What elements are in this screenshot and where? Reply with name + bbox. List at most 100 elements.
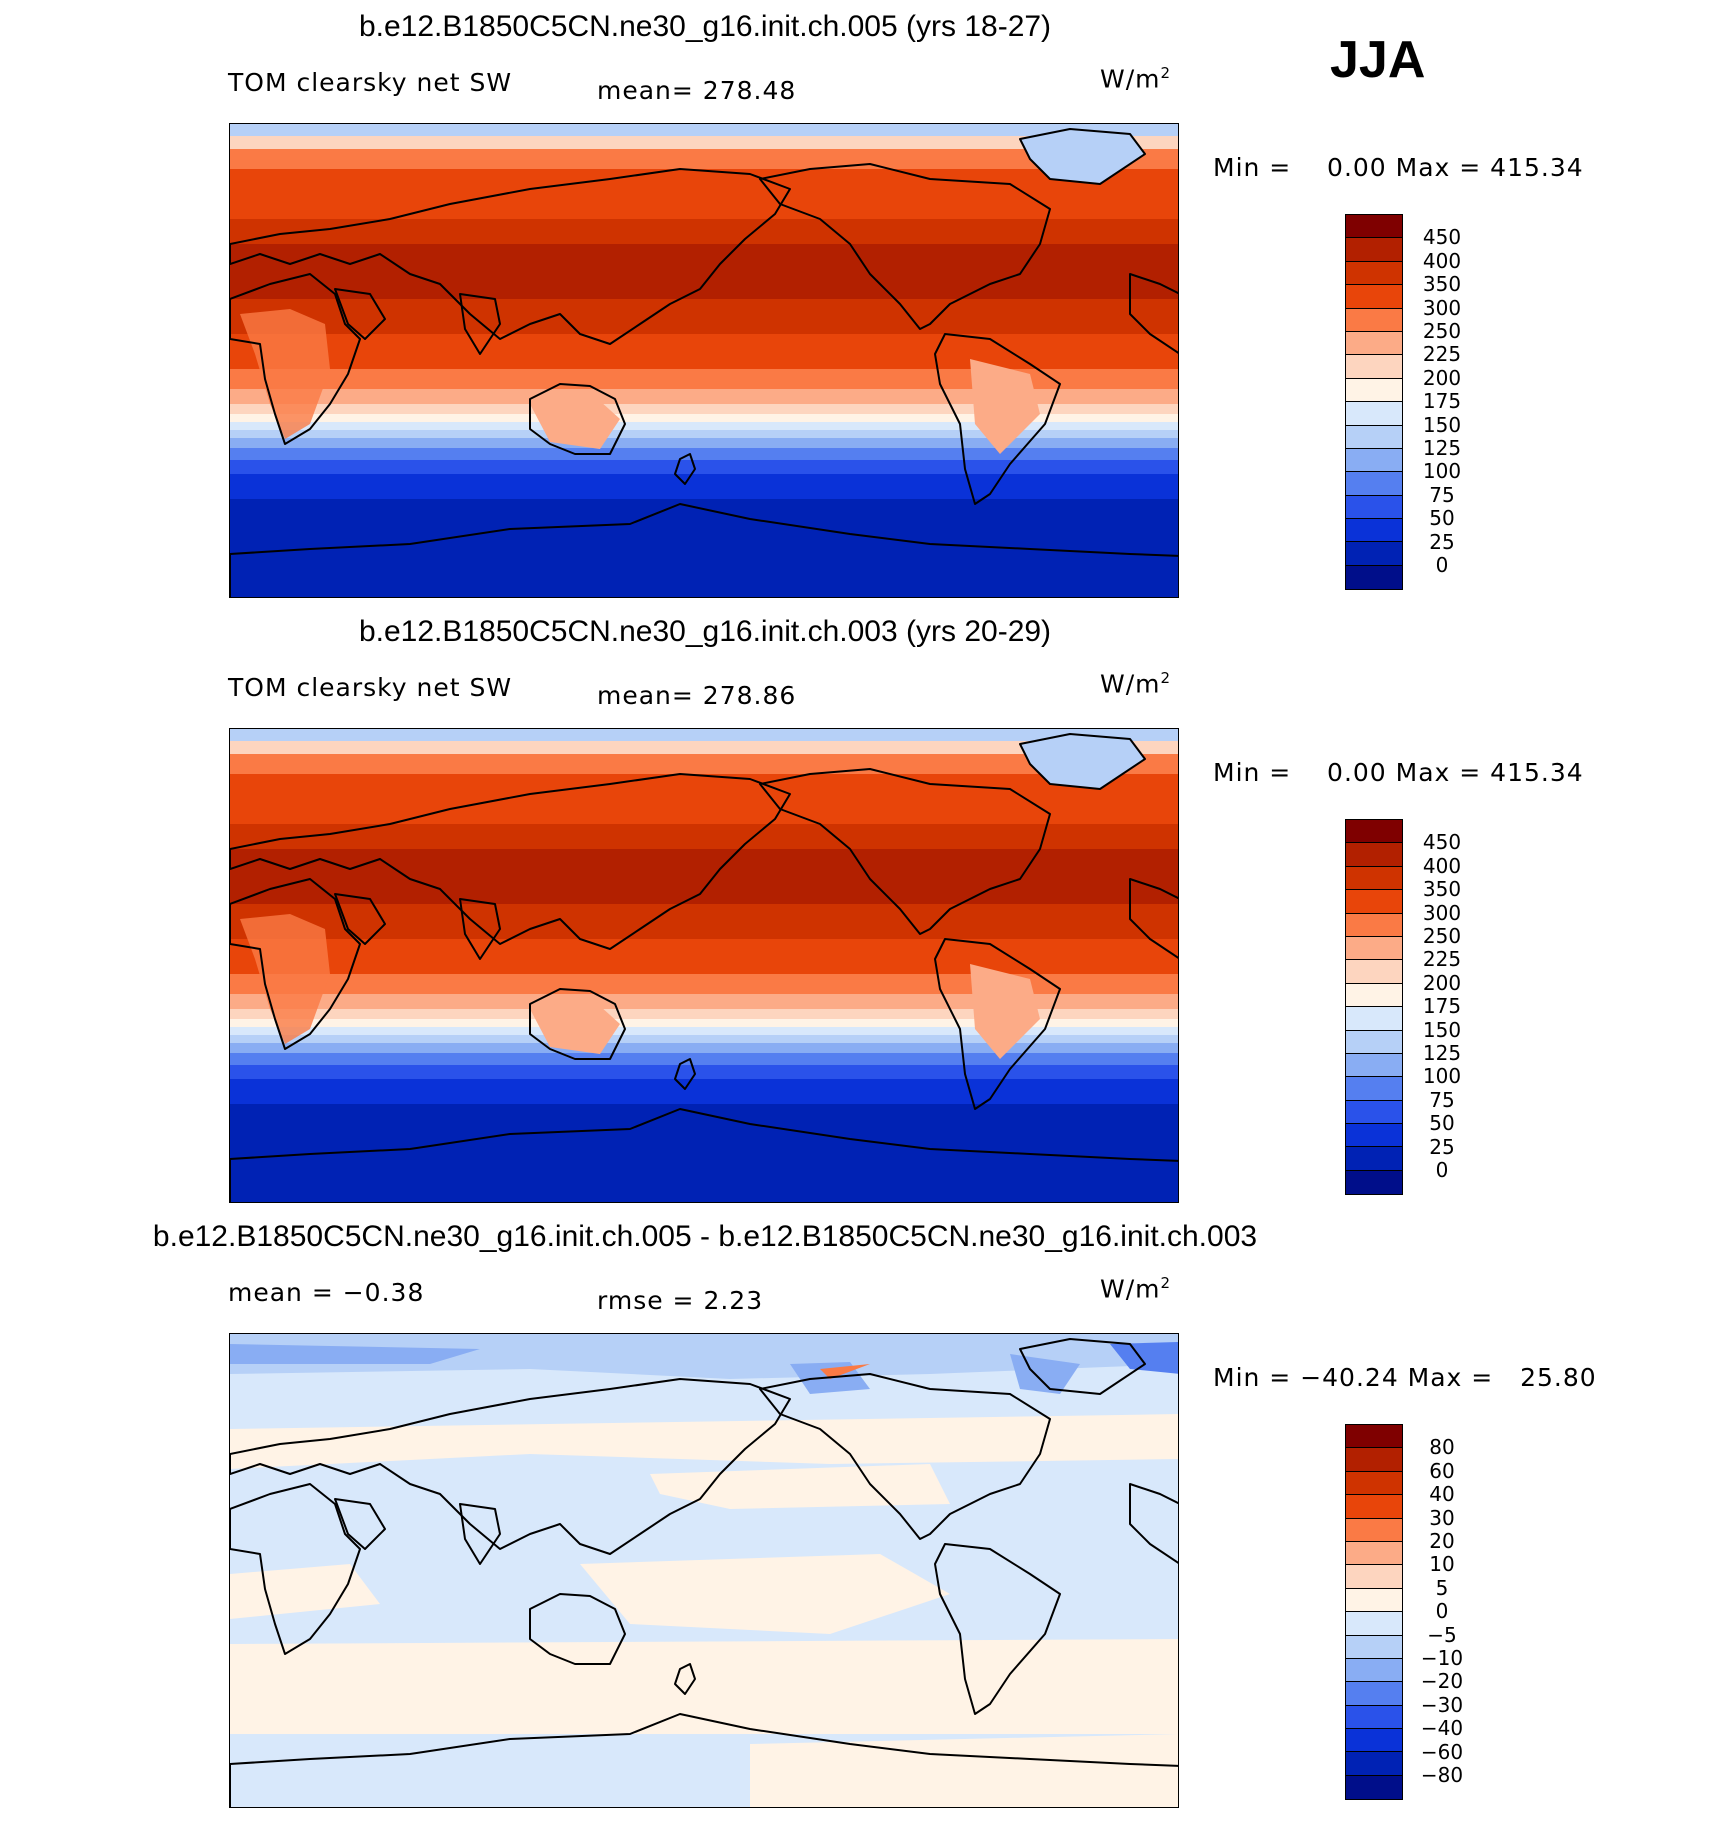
season-label: JJA bbox=[1330, 31, 1426, 89]
colorbar-tick-label: −10 bbox=[1420, 1646, 1464, 1670]
units-label: W/m2 bbox=[1100, 64, 1172, 94]
colorbar-swatch bbox=[1346, 285, 1402, 309]
colorbar-tick-label: 350 bbox=[1422, 272, 1462, 297]
colorbar-swatch bbox=[1346, 1729, 1402, 1753]
panel-title: b.e12.B1850C5CN.ne30_g16.init.ch.005 (yr… bbox=[358, 10, 1052, 43]
colorbar-tick-label: 150 bbox=[1422, 1017, 1462, 1042]
map-panel-difference: b.e12.B1850C5CN.ne30_g16.init.ch.005 - b… bbox=[0, 1210, 1710, 1814]
colorbar-tick-label: 175 bbox=[1422, 389, 1462, 414]
colorbar-tick-label: −80 bbox=[1420, 1763, 1464, 1787]
colorbar-swatch bbox=[1346, 1682, 1402, 1706]
colorbar-swatch bbox=[1346, 960, 1402, 984]
colorbar-tick-label: 100 bbox=[1422, 1064, 1462, 1089]
colorbar-tick-label: 50 bbox=[1429, 506, 1455, 531]
colorbar-tick-label: 400 bbox=[1422, 248, 1462, 273]
colorbar-tick-label: 80 bbox=[1429, 1435, 1455, 1460]
mean-label: mean= 278.48 bbox=[597, 76, 797, 105]
colorbar-swatch bbox=[1346, 1030, 1402, 1054]
colorbar-swatch bbox=[1346, 1612, 1402, 1636]
colorbar-tick-label: 300 bbox=[1422, 295, 1462, 320]
colorbar-tick-label: 0 bbox=[1435, 1158, 1449, 1182]
colorbar-swatch bbox=[1346, 402, 1402, 426]
colorbar-tick-label: 150 bbox=[1422, 412, 1462, 437]
world-map bbox=[229, 1333, 1179, 1808]
colorbar-tick-label: 200 bbox=[1422, 365, 1462, 390]
colorbar-tick-label: 0 bbox=[1435, 1599, 1449, 1624]
colorbar-swatch bbox=[1346, 519, 1402, 543]
world-map bbox=[229, 123, 1179, 598]
colorbar-tick-label: 175 bbox=[1422, 994, 1462, 1019]
colorbar-swatch bbox=[1346, 331, 1402, 356]
colorbar-swatch bbox=[1346, 1007, 1402, 1031]
colorbar-tick-label: −20 bbox=[1420, 1669, 1464, 1694]
variable-label: TOM clearsky net SW bbox=[228, 673, 513, 702]
colorbar-tick-label: −40 bbox=[1420, 1716, 1464, 1741]
colorbar-swatch bbox=[1346, 1775, 1402, 1800]
colorbar-swatch bbox=[1346, 1705, 1402, 1730]
colorbar-swatch bbox=[1346, 1658, 1402, 1683]
colorbar-tick-label: 5 bbox=[1435, 1575, 1449, 1600]
colorbar-tick-label: 25 bbox=[1429, 529, 1455, 554]
mean-label: mean = −0.38 bbox=[228, 1278, 425, 1307]
colorbar-tick-label: 10 bbox=[1429, 1552, 1455, 1577]
colorbar-tick-label: 300 bbox=[1422, 900, 1462, 925]
colorbar-tick-label: 40 bbox=[1429, 1482, 1455, 1507]
colorbar-swatch bbox=[1346, 355, 1402, 379]
colorbar-swatch bbox=[1346, 1518, 1402, 1542]
colorbar-tick-label: 125 bbox=[1422, 1041, 1462, 1065]
colorbar-swatch bbox=[1346, 1471, 1402, 1496]
colorbar-swatch bbox=[1346, 495, 1402, 520]
colorbar-swatch bbox=[1346, 448, 1402, 473]
colorbar-swatch bbox=[1346, 1124, 1402, 1148]
units-label: W/m2 bbox=[1100, 669, 1172, 699]
min-max-label: Min = 0.00 Max = 415.34 bbox=[1213, 758, 1584, 787]
colorbar-tick-label: 250 bbox=[1422, 924, 1462, 948]
colorbar-tick-label: 25 bbox=[1429, 1134, 1455, 1159]
colorbar bbox=[1345, 819, 1403, 1196]
colorbar-tick-label: 75 bbox=[1429, 1087, 1455, 1112]
rmse-label: rmse = 2.23 bbox=[597, 1286, 764, 1315]
variable-label: TOM clearsky net SW bbox=[228, 68, 513, 97]
colorbar-swatch bbox=[1346, 1565, 1402, 1589]
colorbar-swatch bbox=[1346, 215, 1402, 239]
colorbar-swatch bbox=[1346, 1752, 1402, 1776]
colorbar-swatch bbox=[1346, 1425, 1402, 1449]
colorbar-swatch bbox=[1346, 261, 1402, 286]
colorbar-tick-label: 225 bbox=[1422, 947, 1462, 972]
colorbar-tick-label: 450 bbox=[1422, 830, 1462, 855]
colorbar-swatch bbox=[1346, 890, 1402, 914]
colorbar-swatch bbox=[1346, 1495, 1402, 1519]
colorbar bbox=[1345, 214, 1403, 591]
map-panel-1: b.e12.B1850C5CN.ne30_g16.init.ch.005 (yr… bbox=[0, 0, 1710, 604]
colorbar-tick-label: 225 bbox=[1422, 342, 1462, 367]
colorbar-swatch bbox=[1346, 820, 1402, 844]
map-panel-2: b.e12.B1850C5CN.ne30_g16.init.ch.003 (yr… bbox=[0, 605, 1710, 1209]
colorbar-tick-label: 100 bbox=[1422, 459, 1462, 484]
colorbar-swatch bbox=[1346, 542, 1402, 566]
colorbar-swatch bbox=[1346, 308, 1402, 332]
colorbar-tick-label: 350 bbox=[1422, 877, 1462, 902]
colorbar-tick-label: 60 bbox=[1429, 1458, 1455, 1483]
colorbar-swatch bbox=[1346, 472, 1402, 496]
colorbar-tick-label: −5 bbox=[1427, 1622, 1457, 1647]
colorbar-swatch bbox=[1346, 983, 1402, 1008]
units-label: W/m2 bbox=[1100, 1274, 1172, 1304]
min-max-label: Min = 0.00 Max = 415.34 bbox=[1213, 153, 1584, 182]
colorbar-swatch bbox=[1346, 866, 1402, 891]
colorbar-swatch bbox=[1346, 378, 1402, 403]
colorbar-tick-label: 200 bbox=[1422, 970, 1462, 995]
colorbar-tick-label: 0 bbox=[1435, 553, 1449, 577]
mean-label: mean= 278.86 bbox=[597, 681, 797, 710]
colorbar-tick-label: 250 bbox=[1422, 319, 1462, 343]
colorbar-tick-label: 400 bbox=[1422, 853, 1462, 878]
colorbar-tick-label: −60 bbox=[1420, 1739, 1464, 1764]
colorbar-swatch bbox=[1346, 1635, 1402, 1659]
colorbar-swatch bbox=[1346, 1588, 1402, 1613]
colorbar-swatch bbox=[1346, 425, 1402, 449]
colorbar-tick-label: 75 bbox=[1429, 482, 1455, 507]
colorbar-swatch bbox=[1346, 1100, 1402, 1125]
min-max-label: Min = −40.24 Max = 25.80 bbox=[1213, 1363, 1597, 1392]
colorbar-tick-label: 20 bbox=[1429, 1529, 1455, 1553]
world-map bbox=[229, 728, 1179, 1203]
colorbar-swatch bbox=[1346, 936, 1402, 961]
